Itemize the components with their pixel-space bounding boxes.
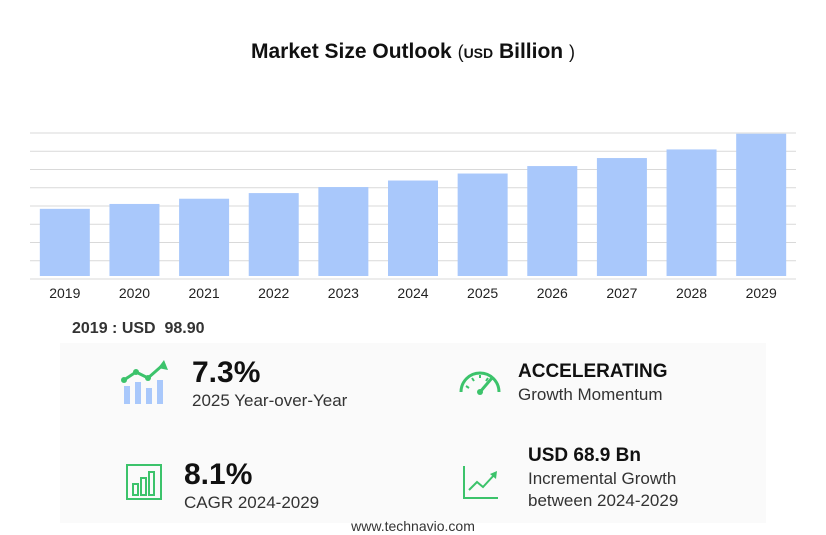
stats-panel <box>60 343 766 523</box>
incremental-label-2: between 2024-2029 <box>528 491 679 510</box>
title-main: Market Size Outlook <box>251 40 452 63</box>
x-tick-label: 2026 <box>537 285 568 301</box>
trend-line-icon <box>463 466 498 499</box>
bar-2026 <box>527 166 578 276</box>
chart-title: Market Size Outlook (USD Billion ) <box>0 40 826 64</box>
bar-2024 <box>388 180 438 276</box>
bar-2027 <box>596 158 647 276</box>
title-unit: USD <box>463 45 494 61</box>
bar-2023 <box>318 187 369 276</box>
yoy-value: 7.3% <box>192 356 261 389</box>
momentum-label: Growth Momentum <box>518 385 663 404</box>
bar-2021 <box>179 198 230 276</box>
bar-2028 <box>666 149 717 276</box>
baseline-value: 2019 : USD 98.90 <box>72 320 205 338</box>
momentum-stat: ACCELERATING Growth Momentum <box>518 360 668 406</box>
growth-chart-icon <box>121 360 168 404</box>
momentum-value: ACCELERATING <box>518 361 668 382</box>
x-tick-label: 2025 <box>467 285 498 301</box>
x-tick-label: 2023 <box>328 285 359 301</box>
x-tick-label: 2021 <box>189 285 220 301</box>
cagr-value: 8.1% <box>184 458 253 491</box>
x-tick-label: 2022 <box>258 285 289 301</box>
bar-2019 <box>39 208 90 276</box>
yoy-stat: 7.3% 2025 Year-over-Year <box>192 356 347 412</box>
yoy-label: 2025 Year-over-Year <box>192 391 348 410</box>
incremental-stat: USD 68.9 Bn Incremental Growth between 2… <box>528 444 678 512</box>
bar-2020 <box>109 203 160 276</box>
speedometer-icon <box>459 371 501 395</box>
x-tick-label: 2019 <box>49 285 80 301</box>
x-tick-label: 2024 <box>397 285 428 301</box>
baseline-number: 98.90 <box>164 320 205 337</box>
incremental-label-1: Incremental Growth <box>528 469 677 488</box>
incremental-value: USD 68.9 Bn <box>528 445 641 466</box>
bar-chart-icon <box>126 464 162 500</box>
x-tick-label: 2020 <box>119 285 150 301</box>
cagr-label: CAGR 2024-2029 <box>184 493 320 512</box>
bar-2022 <box>248 193 299 276</box>
x-tick-label: 2027 <box>606 285 637 301</box>
bar-2029 <box>736 133 787 276</box>
bar-2025 <box>457 173 508 276</box>
baseline-label: 2019 : USD <box>72 320 156 337</box>
title-paren-open: ( <box>457 42 464 62</box>
cagr-stat: 8.1% CAGR 2024-2029 <box>184 458 319 514</box>
x-tick-label: 2029 <box>746 285 777 301</box>
title-unit-word: Billion <box>498 40 564 63</box>
footer-url: www.technavio.com <box>351 518 475 534</box>
title-paren-close: ) <box>568 42 575 62</box>
bar-chart: 2019 2020 2021 2022 2023 2024 2025 2026 2027 2028… <box>30 132 796 301</box>
x-tick-label: 2028 <box>676 285 707 301</box>
